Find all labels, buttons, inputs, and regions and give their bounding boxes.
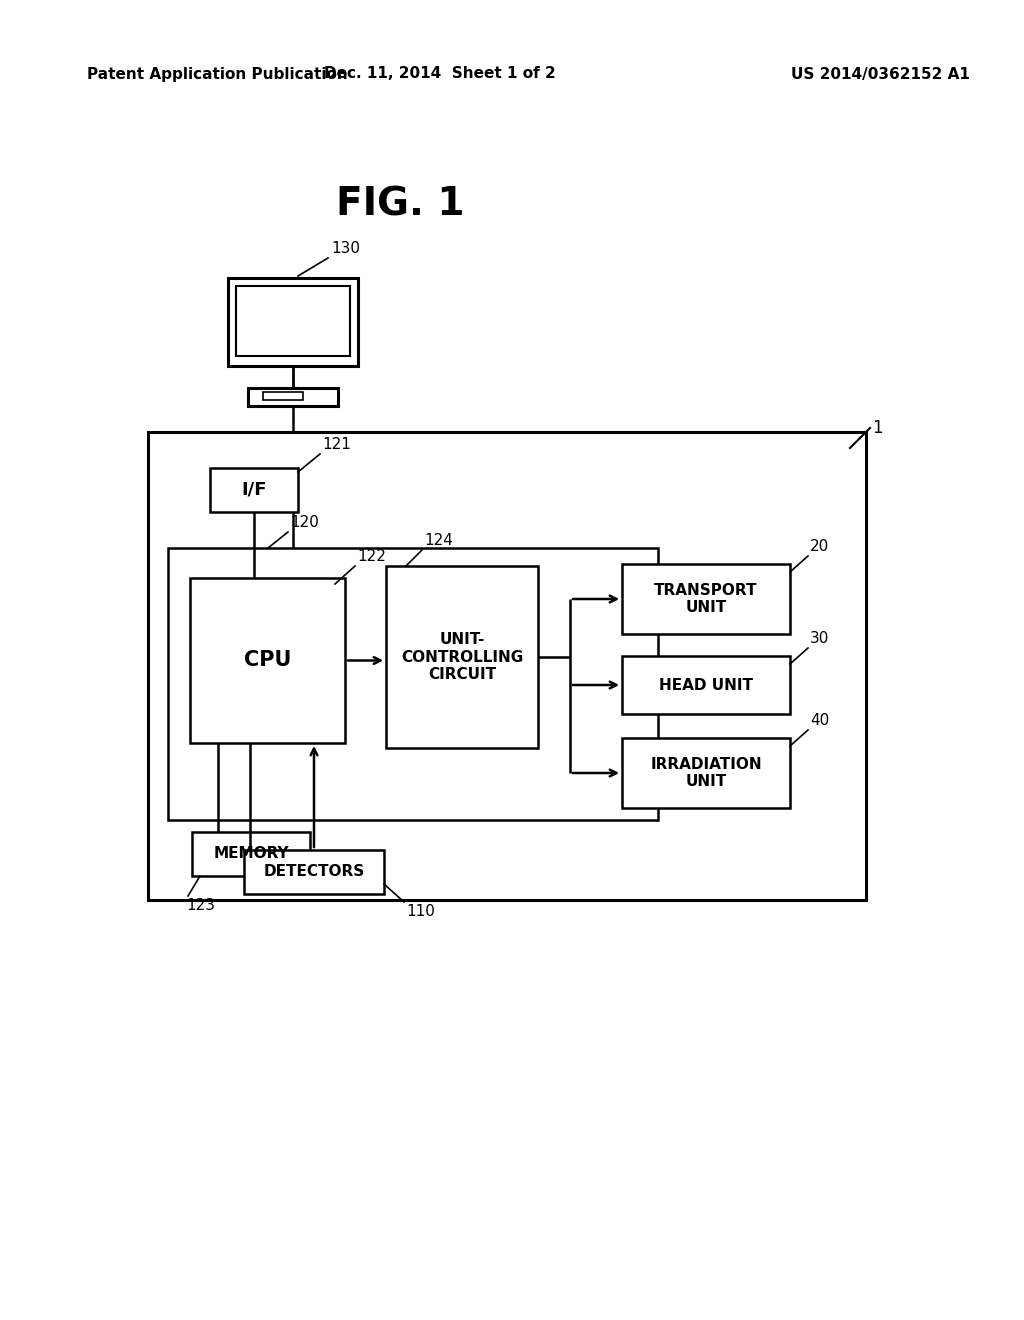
Text: 121: 121 xyxy=(322,437,351,451)
Text: Patent Application Publication: Patent Application Publication xyxy=(87,66,348,82)
Text: DETECTORS: DETECTORS xyxy=(263,865,365,879)
Text: 123: 123 xyxy=(186,898,215,913)
Bar xyxy=(168,548,658,820)
Text: UNIT-
CONTROLLING
CIRCUIT: UNIT- CONTROLLING CIRCUIT xyxy=(400,632,523,682)
Text: 122: 122 xyxy=(357,549,386,564)
Text: 130: 130 xyxy=(331,242,360,256)
Text: IRRADIATION
UNIT: IRRADIATION UNIT xyxy=(650,756,762,789)
Text: 124: 124 xyxy=(424,533,453,548)
Text: 120: 120 xyxy=(290,515,318,531)
Text: 1: 1 xyxy=(872,418,883,437)
Text: HEAD UNIT: HEAD UNIT xyxy=(659,677,753,693)
Text: Dec. 11, 2014  Sheet 1 of 2: Dec. 11, 2014 Sheet 1 of 2 xyxy=(325,66,556,82)
Bar xyxy=(148,432,866,900)
Bar xyxy=(386,566,538,748)
Text: 110: 110 xyxy=(406,904,435,919)
Bar xyxy=(236,286,350,356)
Bar xyxy=(244,850,384,894)
Bar xyxy=(193,832,310,876)
Text: 30: 30 xyxy=(810,631,829,645)
Bar xyxy=(263,392,303,400)
Bar xyxy=(622,738,790,808)
Text: 40: 40 xyxy=(810,713,829,729)
Bar xyxy=(210,469,298,512)
Text: 20: 20 xyxy=(810,539,829,554)
Bar xyxy=(228,279,358,366)
Text: FIG. 1: FIG. 1 xyxy=(336,186,464,224)
Bar xyxy=(190,578,345,743)
Text: MEMORY: MEMORY xyxy=(213,846,289,862)
Text: I/F: I/F xyxy=(242,480,266,499)
Text: CPU: CPU xyxy=(244,651,291,671)
Text: TRANSPORT
UNIT: TRANSPORT UNIT xyxy=(654,583,758,615)
Bar xyxy=(622,656,790,714)
Bar xyxy=(248,388,338,407)
Text: US 2014/0362152 A1: US 2014/0362152 A1 xyxy=(791,66,970,82)
Bar xyxy=(622,564,790,634)
